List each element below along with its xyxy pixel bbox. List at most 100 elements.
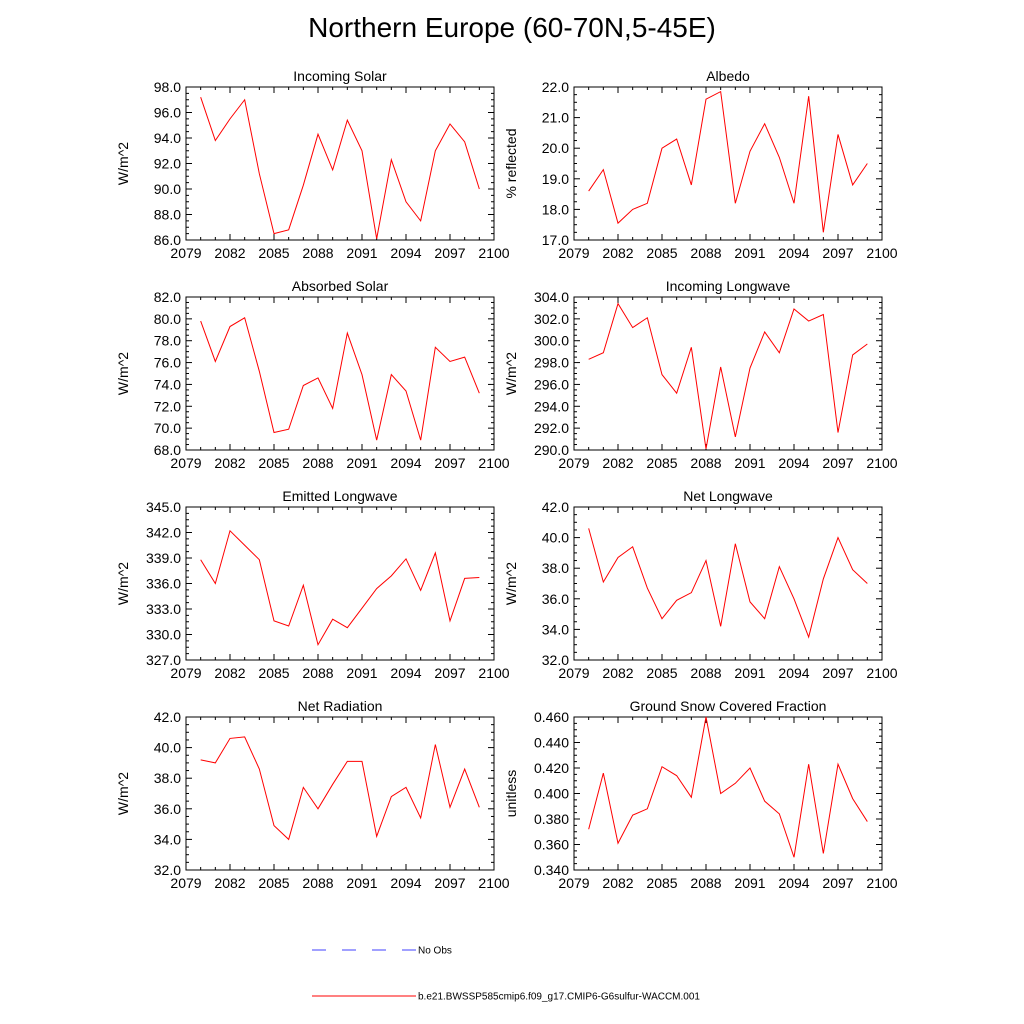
- x-tick-label: 2094: [390, 665, 421, 681]
- y-tick-label: 17.0: [542, 232, 569, 248]
- x-tick-label: 2079: [170, 665, 201, 681]
- x-tick-label: 2088: [690, 455, 721, 471]
- y-tick-label: 74.0: [154, 376, 181, 392]
- series-line-0: [588, 90, 868, 233]
- y-axis-label: W/m^2: [115, 142, 131, 185]
- x-tick-label: 2097: [822, 455, 853, 471]
- chart-panel-1: Albedo % reflected 2079 2082 2085 2088 2091 209…: [503, 68, 898, 261]
- x-tick-label: 2082: [214, 455, 245, 471]
- y-tick-label: 90.0: [154, 181, 181, 197]
- y-tick-label: 302.0: [534, 311, 569, 327]
- y-tick-label: 342.0: [146, 525, 181, 541]
- x-tick-label: 2100: [866, 665, 897, 681]
- chart-panel-3: Incoming Longwave W/m^2 2079 2082 2085 2088 20…: [503, 278, 898, 471]
- y-tick-label: 0.380: [534, 811, 569, 827]
- x-tick-label: 2085: [258, 665, 289, 681]
- x-tick-label: 2088: [690, 875, 721, 891]
- y-tick-label: 80.0: [154, 311, 181, 327]
- series-line-0: [200, 736, 480, 841]
- y-tick-label: 0.360: [534, 837, 569, 853]
- x-tick-label: 2097: [822, 665, 853, 681]
- plot-frame: [185, 716, 495, 871]
- y-tick-label: 40.0: [154, 740, 181, 756]
- y-tick-label: 19.0: [542, 171, 569, 187]
- series-line-0: [200, 529, 480, 647]
- x-tick-label: 2085: [258, 875, 289, 891]
- y-tick-label: 18.0: [542, 201, 569, 217]
- x-tick-label: 2088: [302, 875, 333, 891]
- y-axis-label: W/m^2: [503, 562, 519, 605]
- y-tick-label: 82.0: [154, 289, 181, 305]
- chart-panel-6: Net Radiation W/m^2 2079 2082 2085 2088 2091 20…: [115, 698, 510, 891]
- x-tick-label: 2079: [170, 875, 201, 891]
- x-tick-label: 2100: [478, 665, 509, 681]
- x-tick-label: 2079: [558, 665, 589, 681]
- y-axis-label: W/m^2: [115, 772, 131, 815]
- y-tick-label: 0.420: [534, 760, 569, 776]
- x-tick-label: 2091: [346, 455, 377, 471]
- y-tick-label: 32.0: [154, 862, 181, 878]
- y-tick-label: 76.0: [154, 355, 181, 371]
- x-tick-label: 2091: [734, 665, 765, 681]
- legend: No Obs b.e21.BWSSP585cmip6.f09_g17.CMIP6…: [312, 946, 700, 1003]
- y-tick-label: 0.460: [534, 709, 569, 725]
- x-tick-label: 2085: [646, 245, 677, 261]
- x-tick-label: 2082: [214, 245, 245, 261]
- y-tick-label: 0.340: [534, 862, 569, 878]
- chart-title: Net Longwave: [683, 488, 773, 504]
- plot-frame: [185, 296, 495, 451]
- y-tick-label: 42.0: [154, 709, 181, 725]
- y-tick-label: 336.0: [146, 576, 181, 592]
- x-tick-label: 2079: [170, 455, 201, 471]
- y-axis-label: unitless: [503, 770, 519, 817]
- x-tick-label: 2085: [258, 245, 289, 261]
- x-tick-label: 2079: [170, 245, 201, 261]
- chart-panel-0: Incoming Solar W/m^2 2079 2082 2085 2088 2091 2…: [115, 68, 510, 261]
- x-tick-label: 2091: [734, 875, 765, 891]
- x-tick-label: 2100: [478, 245, 509, 261]
- x-tick-label: 2088: [690, 665, 721, 681]
- x-tick-label: 2082: [214, 665, 245, 681]
- y-axis-label: % reflected: [503, 128, 519, 198]
- y-tick-label: 327.0: [146, 652, 181, 668]
- x-tick-label: 2082: [602, 665, 633, 681]
- series-line-0: [588, 528, 868, 639]
- y-tick-label: 20.0: [542, 140, 569, 156]
- x-tick-label: 2097: [434, 875, 465, 891]
- legend-no-obs-label: No Obs: [418, 946, 452, 957]
- y-tick-label: 330.0: [146, 627, 181, 643]
- x-tick-label: 2079: [558, 455, 589, 471]
- chart-title: Incoming Solar: [293, 68, 387, 84]
- x-tick-label: 2097: [434, 245, 465, 261]
- y-tick-label: 298.0: [534, 355, 569, 371]
- chart-title: Ground Snow Covered Fraction: [630, 698, 827, 714]
- x-tick-label: 2097: [822, 245, 853, 261]
- x-tick-label: 2079: [558, 875, 589, 891]
- x-tick-label: 2094: [390, 875, 421, 891]
- x-tick-label: 2088: [690, 245, 721, 261]
- y-tick-label: 345.0: [146, 499, 181, 515]
- x-tick-label: 2094: [390, 245, 421, 261]
- y-tick-label: 72.0: [154, 398, 181, 414]
- x-tick-label: 2082: [602, 455, 633, 471]
- x-tick-label: 2085: [258, 455, 289, 471]
- chart-panel-5: Net Longwave W/m^2 2079 2082 2085 2088 2091 209…: [503, 488, 898, 681]
- y-tick-label: 78.0: [154, 333, 181, 349]
- y-tick-label: 86.0: [154, 232, 181, 248]
- x-tick-label: 2091: [346, 665, 377, 681]
- y-tick-label: 290.0: [534, 442, 569, 458]
- chart-title: Albedo: [706, 68, 750, 84]
- x-tick-label: 2088: [302, 455, 333, 471]
- y-tick-label: 42.0: [542, 499, 569, 515]
- x-tick-label: 2094: [778, 245, 809, 261]
- x-tick-label: 2088: [302, 245, 333, 261]
- y-tick-label: 34.0: [542, 621, 569, 637]
- plot-frame: [573, 716, 883, 871]
- x-tick-label: 2094: [390, 455, 421, 471]
- y-tick-label: 292.0: [534, 420, 569, 436]
- x-tick-label: 2097: [822, 875, 853, 891]
- series-line-0: [588, 302, 868, 449]
- x-tick-label: 2088: [302, 665, 333, 681]
